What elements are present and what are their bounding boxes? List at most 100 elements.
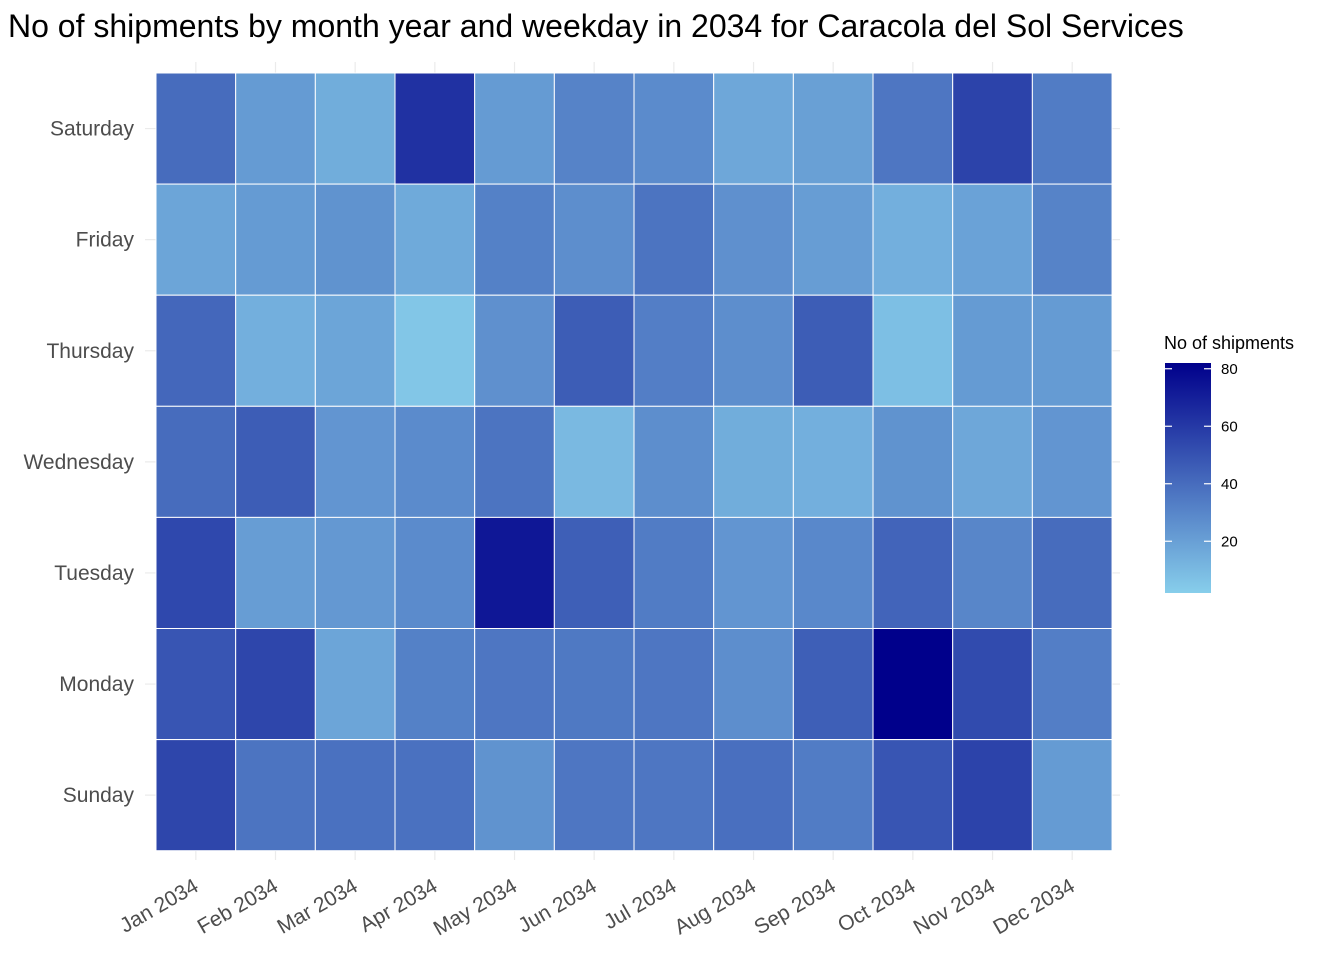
heatmap-cell — [872, 739, 954, 852]
heatmap-cell — [792, 628, 874, 741]
heatmap-cell — [792, 516, 874, 630]
heatmap-cell — [155, 183, 237, 296]
heatmap-cell — [394, 516, 476, 630]
heatmap-cell — [633, 405, 715, 518]
legend-colorbar — [1165, 363, 1211, 593]
heatmap-cell — [633, 739, 715, 852]
y-tick-label: Thursday — [46, 340, 134, 363]
heatmap-cell — [872, 183, 954, 296]
heatmap-cell — [235, 405, 316, 518]
heatmap-cell — [553, 739, 635, 852]
heatmap-cell — [792, 739, 874, 852]
heatmap-cell — [394, 739, 476, 852]
heatmap-cell — [633, 516, 715, 630]
heatmap-cell — [1031, 294, 1113, 407]
chart-title: No of shipments by month year and weekda… — [8, 8, 1184, 44]
heatmap-cell — [155, 405, 237, 518]
y-tick-label: Friday — [76, 229, 135, 252]
y-tick-label: Tuesday — [54, 562, 134, 585]
heatmap-cell — [235, 516, 316, 630]
heatmap-cell — [235, 72, 316, 185]
heatmap-cell — [633, 72, 715, 185]
y-tick-label: Monday — [59, 673, 134, 696]
legend-tick-label: 80 — [1221, 361, 1238, 378]
heatmap-cell — [713, 183, 794, 296]
y-axis-labels: Saturday Friday Thursday Wednesday Tuesday Mo… — [23, 118, 134, 808]
heatmap-cell — [553, 294, 635, 407]
heatmap-cell — [474, 405, 555, 518]
x-tick-label: Jun 2034 — [514, 874, 601, 937]
x-tick-label: Sep 2034 — [750, 874, 840, 939]
heatmap-cell — [713, 516, 794, 630]
heatmap-cell — [474, 628, 555, 741]
legend: No of shipments 20 40 60 80 — [1164, 333, 1294, 593]
x-tick-label: Nov 2034 — [910, 874, 1000, 939]
heatmap-cell — [952, 739, 1033, 852]
x-tick-label: Aug 2034 — [671, 874, 761, 939]
heatmap-cell — [553, 405, 635, 518]
heatmap-cell — [872, 294, 954, 407]
heatmap-cell — [394, 405, 476, 518]
heatmap-cell — [553, 516, 635, 630]
heatmap-cell — [1031, 405, 1113, 518]
heatmap-cell — [314, 405, 396, 518]
heatmap-cell — [553, 628, 635, 741]
heatmap-cell — [314, 516, 396, 630]
heatmap-cell — [713, 739, 794, 852]
x-tick-label: Jan 2034 — [116, 874, 203, 937]
heatmap-cell — [155, 294, 237, 407]
heatmap-cell — [792, 183, 874, 296]
heatmap-cell — [713, 405, 794, 518]
cell-layer — [155, 72, 1113, 852]
heatmap-cell — [394, 628, 476, 741]
heatmap-cell — [553, 183, 635, 296]
x-tick-label: Dec 2034 — [989, 874, 1079, 939]
y-tick-label: Wednesday — [23, 451, 134, 474]
heatmap-cell — [952, 628, 1033, 741]
y-tick-label: Saturday — [50, 118, 135, 141]
legend-tick-label: 20 — [1221, 533, 1238, 550]
heatmap-cell — [394, 72, 476, 185]
heatmap-cell — [474, 72, 555, 185]
heatmap-cell — [952, 516, 1033, 630]
heatmap-cell — [872, 516, 954, 630]
y-tick-label: Sunday — [63, 784, 135, 807]
heatmap-cell — [474, 739, 555, 852]
heatmap-cell — [952, 72, 1033, 185]
legend-tick-label: 60 — [1221, 418, 1238, 435]
heatmap-cell — [235, 739, 316, 852]
heatmap-cell — [952, 405, 1033, 518]
heatmap-cell — [314, 628, 396, 741]
heatmap-cell — [792, 405, 874, 518]
heatmap-cell — [713, 628, 794, 741]
heatmap-cell — [1031, 739, 1113, 852]
heatmap-cell — [155, 628, 237, 741]
heatmap-cell — [952, 294, 1033, 407]
heatmap-cell — [155, 516, 237, 630]
x-tick-label: Feb 2034 — [194, 874, 283, 938]
heatmap-cell — [155, 72, 237, 185]
heatmap-cell — [713, 72, 794, 185]
heatmap-cell — [394, 183, 476, 296]
legend-tick-label: 40 — [1221, 476, 1238, 493]
heatmap-cell — [872, 628, 954, 741]
heatmap-cell — [155, 739, 237, 852]
legend-title: No of shipments — [1164, 333, 1294, 353]
heatmap-cell — [1031, 516, 1113, 630]
heatmap-cell — [474, 294, 555, 407]
heatmap-cell — [314, 72, 396, 185]
heatmap-cell — [553, 72, 635, 185]
heatmap-cell — [1031, 628, 1113, 741]
heatmap-cell — [792, 294, 874, 407]
heatmap-cell — [872, 405, 954, 518]
heatmap-cell — [235, 183, 316, 296]
heatmap-cell — [713, 294, 794, 407]
heatmap-cell — [314, 183, 396, 296]
heatmap-cell — [633, 294, 715, 407]
x-tick-label: Apr 2034 — [356, 874, 442, 937]
heatmap-cell — [633, 183, 715, 296]
heatmap-cell — [474, 183, 555, 296]
heatmap-cell — [314, 739, 396, 852]
